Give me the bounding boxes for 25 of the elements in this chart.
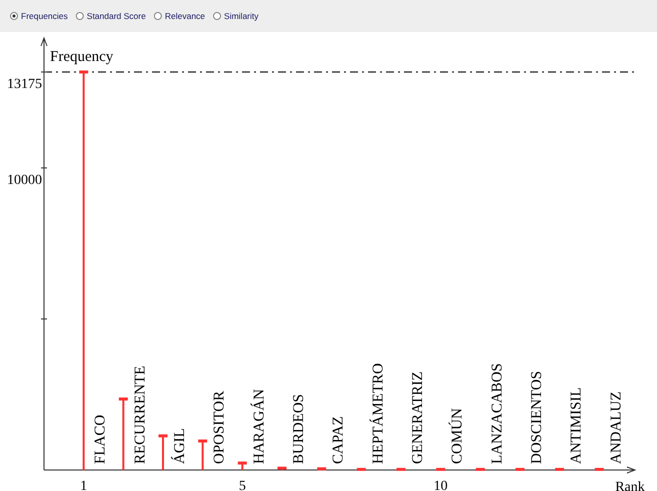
annotation: CAPAZ xyxy=(330,416,347,464)
y-tick-label: 10000 xyxy=(7,172,42,188)
text: Similarity xyxy=(224,11,260,21)
x-tick-label: 10 xyxy=(434,479,448,491)
annotation: ANDALUZ xyxy=(608,392,624,464)
text: Frequencies xyxy=(21,11,68,21)
annotation: BURDEOS xyxy=(290,394,307,464)
annotation: HARAGÁN xyxy=(250,388,268,464)
annotation: GENERATRIZ xyxy=(410,372,426,464)
x-tick-label: 1 xyxy=(80,479,88,491)
annotation: OPOSITOR xyxy=(212,390,228,464)
y-axis-title: Frequency xyxy=(50,49,114,65)
annotation: LANZACABOS xyxy=(489,363,506,464)
annotation: ÁGIL xyxy=(170,428,188,464)
annotation: DOSCIENTOS xyxy=(528,370,545,464)
y-tick-label: 13175 xyxy=(7,76,42,92)
text: Relevance xyxy=(164,11,206,21)
annotation: COMÚN xyxy=(448,408,466,464)
annotation: FLACO xyxy=(92,414,109,464)
annotation: HEPTÁMETRO xyxy=(369,363,386,464)
text: Standard Score xyxy=(86,11,146,21)
x-axis-title: Rank xyxy=(615,480,645,491)
annotation: RECURRENTE xyxy=(132,366,148,464)
x-tick-label: 5 xyxy=(238,479,246,491)
annotation: ANTIMISIL xyxy=(568,387,585,464)
